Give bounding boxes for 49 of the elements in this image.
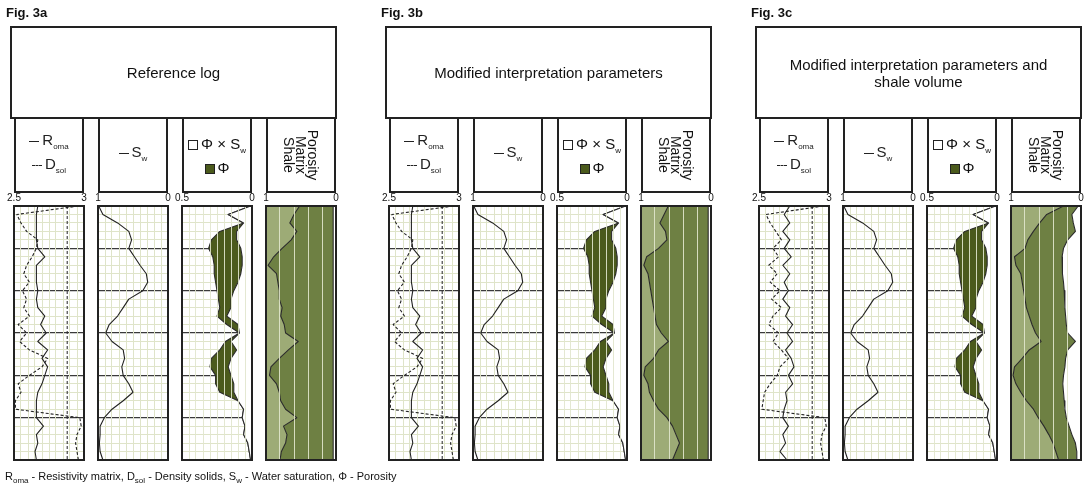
legend-label: S$_{w}$ <box>131 143 148 163</box>
legend-label: R$_{oma}$ <box>42 131 69 151</box>
legend-label: Φ × S$_{w}$ <box>201 134 246 155</box>
text: Shale <box>655 137 672 173</box>
text: Fig. 3a <box>6 5 48 20</box>
legend-label: Φ × S$_{w}$ <box>946 134 991 155</box>
x-tick-label: 1 <box>263 191 270 203</box>
x-tick-label: 3 <box>826 191 833 203</box>
x-tick-label: 0 <box>708 191 715 203</box>
x-tick-label: 0 <box>994 191 1001 203</box>
x-tick-label: 0 <box>540 191 547 203</box>
x-tick-label: 3 <box>456 191 463 203</box>
x-tick-label: 0.5 <box>175 191 190 203</box>
legend-label: R$_{oma}$ <box>417 131 444 151</box>
x-tick-label: 1 <box>1008 191 1015 203</box>
text: R$_{oma}$ - Resistivity matrix, D$_{sol}$ - Density solids, S$_{w}$ - Water saturation, Φ - Porosity <box>5 470 397 486</box>
x-tick-label: 2.5 <box>7 191 22 203</box>
x-tick-label: 2.5 <box>382 191 397 203</box>
legend-label: R$_{oma}$ <box>787 131 814 151</box>
x-tick-label: 0.5 <box>550 191 565 203</box>
x-tick-label: 1 <box>638 191 645 203</box>
legend-label: D$_{sol}$ <box>789 155 812 175</box>
text: Reference log <box>10 26 337 119</box>
text: Fig. 3b <box>381 5 423 20</box>
x-tick-label: 2.5 <box>752 191 767 203</box>
text: Fig. 3c <box>751 5 793 20</box>
x-tick-label: 1 <box>470 191 477 203</box>
x-tick-label: 0 <box>333 191 340 203</box>
legend-label: D$_{sol}$ <box>44 155 67 175</box>
text: Modified interpretation parameters <box>385 26 712 119</box>
text: Shale <box>280 137 297 173</box>
legend-label: Φ <box>592 158 605 176</box>
legend-label: Φ <box>217 158 230 176</box>
x-tick-label: 1 <box>95 191 102 203</box>
legend-label: Φ <box>962 158 975 176</box>
x-tick-label: 0.5 <box>920 191 935 203</box>
legend-label: S$_{w}$ <box>876 143 893 163</box>
legend-label: S$_{w}$ <box>506 143 523 163</box>
legend-label: D$_{sol}$ <box>419 155 442 175</box>
text: Modified interpretation parameters and shale volume <box>755 26 1082 119</box>
legend-label: Φ × S$_{w}$ <box>576 134 621 155</box>
x-tick-label: 3 <box>81 191 88 203</box>
x-tick-label: 1 <box>840 191 847 203</box>
x-tick-label: 0 <box>249 191 256 203</box>
x-tick-label: 0 <box>165 191 172 203</box>
x-tick-label: 0 <box>624 191 631 203</box>
x-tick-label: 0 <box>1078 191 1084 203</box>
x-tick-label: 0 <box>910 191 917 203</box>
text: Shale <box>1025 137 1042 173</box>
